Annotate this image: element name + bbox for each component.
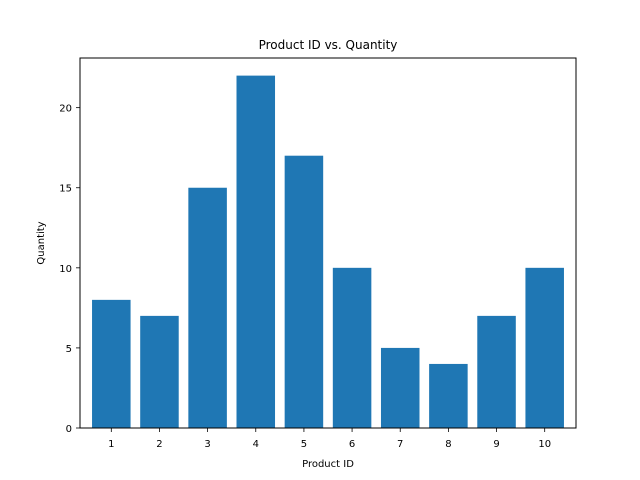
y-tick-label: 20	[59, 104, 72, 115]
y-tick-label: 10	[59, 264, 72, 275]
bar-product-9	[477, 315, 516, 428]
bar-product-1	[92, 299, 131, 428]
bar-product-7	[380, 347, 420, 428]
y-tick-label: 15	[59, 184, 72, 195]
x-tick-label: 10	[538, 439, 551, 450]
x-tick-label: 1	[108, 439, 114, 450]
y-axis-label: Quantity	[36, 221, 47, 264]
x-tick-label: 7	[397, 439, 403, 450]
x-tick-label: 6	[349, 439, 355, 450]
bars-group	[92, 75, 564, 428]
x-tick-label: 2	[156, 439, 162, 450]
bar-product-8	[429, 363, 468, 428]
x-axis: 1 2 3 4 5 6 7 8 9 10	[108, 428, 551, 450]
x-tick-label: 8	[445, 439, 451, 450]
bar-product-2	[140, 315, 179, 428]
x-axis-label: Product ID	[302, 459, 354, 470]
x-tick-label: 5	[301, 439, 307, 450]
chart-title: Product ID vs. Quantity	[259, 38, 398, 52]
bar-product-3	[188, 187, 227, 428]
y-tick-label: 0	[66, 424, 72, 435]
bar-product-6	[332, 267, 372, 428]
bar-product-4	[236, 75, 276, 428]
plot-frame	[79, 57, 577, 429]
bar-product-10	[525, 267, 564, 428]
x-tick-label: 4	[253, 439, 259, 450]
x-tick-label: 3	[204, 439, 210, 450]
x-tick-label: 9	[493, 439, 499, 450]
y-tick-label: 5	[66, 344, 72, 355]
y-axis: 0 5 10 15 20	[59, 104, 80, 435]
bar-product-5	[284, 155, 324, 428]
